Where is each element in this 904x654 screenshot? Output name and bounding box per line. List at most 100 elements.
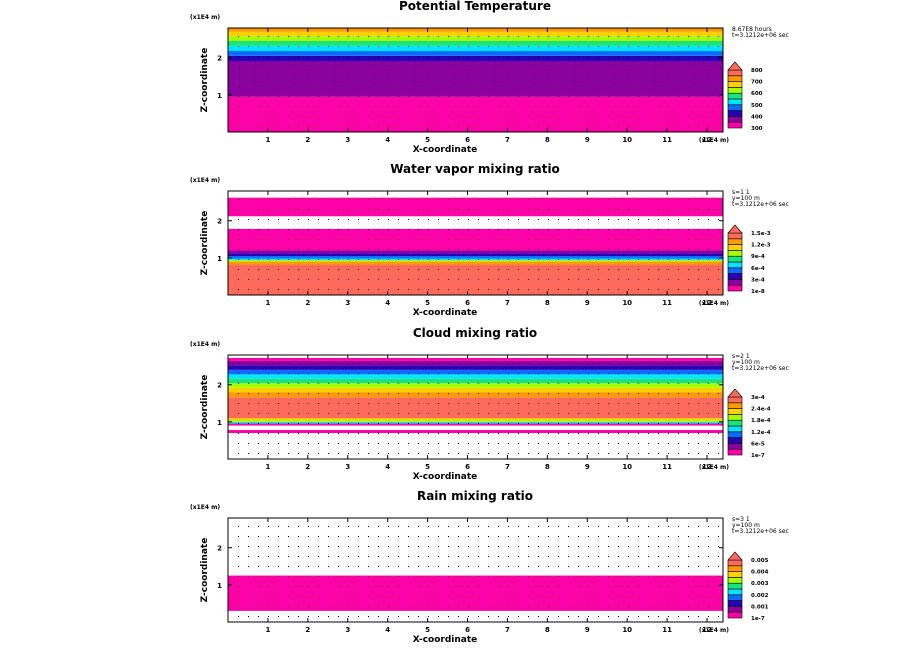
grid-dot <box>288 363 289 364</box>
grid-dot <box>368 209 369 210</box>
grid-dot <box>528 249 529 250</box>
grid-dot <box>488 209 489 210</box>
grid-dot <box>628 46 629 47</box>
grid-dot <box>628 86 629 87</box>
grid-dot <box>428 269 429 270</box>
grid-dot <box>368 76 369 77</box>
grid-dot <box>358 239 359 240</box>
grid-dot <box>708 423 709 424</box>
grid-dot <box>678 586 679 587</box>
grid-dot <box>348 363 349 364</box>
field-band <box>228 31 723 37</box>
grid-dot <box>498 106 499 107</box>
grid-dot <box>668 116 669 117</box>
grid-dot <box>718 393 719 394</box>
grid-dot <box>378 209 379 210</box>
x-tick-label: 3 <box>345 299 350 307</box>
x-tick-label: 5 <box>425 463 430 471</box>
grid-dot <box>318 209 319 210</box>
grid-dot <box>288 239 289 240</box>
grid-dot <box>598 279 599 280</box>
grid-dot <box>628 279 629 280</box>
grid-dot <box>488 433 489 434</box>
grid-dot <box>478 199 479 200</box>
grid-dot <box>568 36 569 37</box>
grid-dot <box>658 36 659 37</box>
grid-dot <box>678 433 679 434</box>
grid-dot <box>578 383 579 384</box>
grid-dot <box>338 546 339 547</box>
grid-dot <box>318 383 319 384</box>
grid-dot <box>358 289 359 290</box>
grid-dot <box>338 393 339 394</box>
grid-dot <box>268 56 269 57</box>
grid-dot <box>338 106 339 107</box>
colorbar-segment <box>727 75 743 82</box>
grid-dot <box>548 536 549 537</box>
grid-dot <box>708 443 709 444</box>
grid-dot <box>488 383 489 384</box>
grid-dot <box>688 443 689 444</box>
grid-dot <box>648 443 649 444</box>
grid-dot <box>568 423 569 424</box>
grid-dot <box>558 76 559 77</box>
grid-dot <box>388 566 389 567</box>
colorbar-segment <box>727 92 743 100</box>
grid-dot <box>438 76 439 77</box>
grid-dot <box>468 66 469 67</box>
grid-dot <box>488 393 489 394</box>
grid-dot <box>698 116 699 117</box>
colorbar-arrow <box>727 388 743 398</box>
grid-dot <box>718 453 719 454</box>
grid-dot <box>378 413 379 414</box>
grid-dot <box>368 443 369 444</box>
grid-dot <box>518 209 519 210</box>
grid-dot <box>448 116 449 117</box>
grid-dot <box>428 219 429 220</box>
grid-dot <box>328 403 329 404</box>
grid-dot <box>398 556 399 557</box>
grid-dot <box>618 56 619 57</box>
colorbar-label: 500 <box>751 103 763 109</box>
grid-dot <box>408 279 409 280</box>
grid-dot <box>588 269 589 270</box>
grid-dot <box>678 56 679 57</box>
grid-dot <box>618 86 619 87</box>
grid-dot <box>298 566 299 567</box>
grid-dot <box>588 576 589 577</box>
grid-dot <box>598 413 599 414</box>
grid-dot <box>298 596 299 597</box>
grid-dot <box>378 373 379 374</box>
grid-dot <box>338 116 339 117</box>
info-text: t=3.1212e+06 sec <box>732 365 789 372</box>
grid-dot <box>378 66 379 67</box>
colorbar-label: 0.002 <box>751 593 769 599</box>
grid-dot <box>628 403 629 404</box>
grid-dot <box>318 413 319 414</box>
grid-dot <box>488 36 489 37</box>
grid-dot <box>398 363 399 364</box>
grid-dot <box>458 453 459 454</box>
grid-dot <box>318 403 319 404</box>
grid-dot <box>488 219 489 220</box>
grid-dot <box>508 209 509 210</box>
grid-dot <box>478 363 479 364</box>
grid-dot <box>328 116 329 117</box>
grid-dot <box>348 46 349 47</box>
field-band <box>228 421 723 424</box>
grid-dot <box>308 249 309 250</box>
grid-dot <box>448 413 449 414</box>
grid-dot <box>438 576 439 577</box>
field-band <box>228 397 723 419</box>
field-band <box>228 420 723 422</box>
grid-dot <box>468 403 469 404</box>
grid-dot <box>488 66 489 67</box>
grid-dot <box>488 279 489 280</box>
grid-dot <box>318 269 319 270</box>
grid-dot <box>608 46 609 47</box>
grid-dot <box>538 536 539 537</box>
grid-dot <box>378 546 379 547</box>
grid-dot <box>398 289 399 290</box>
grid-dot <box>328 209 329 210</box>
grid-dot <box>658 536 659 537</box>
